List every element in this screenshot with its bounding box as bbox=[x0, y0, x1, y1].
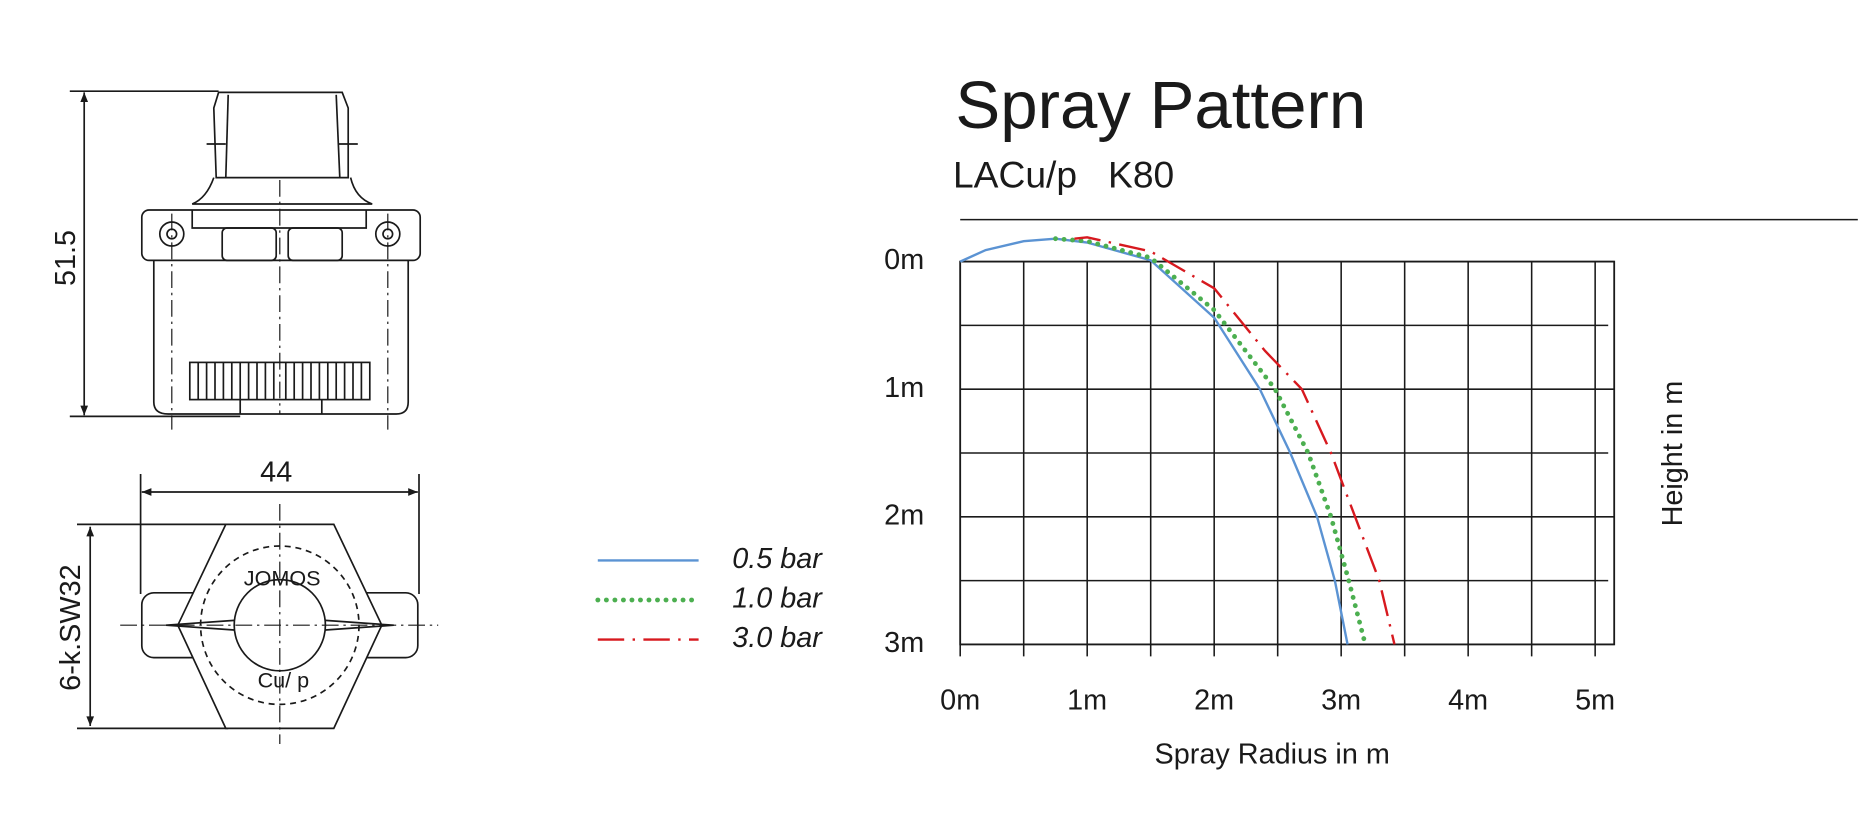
x-tick-label: 2m bbox=[1194, 685, 1234, 717]
y-tick-label: 1m bbox=[884, 372, 924, 404]
chart-title: Spray Pattern bbox=[955, 68, 1366, 143]
x-axis-title: Spray Radius in m bbox=[1155, 739, 1390, 771]
x-tick-label: 0m bbox=[940, 685, 980, 717]
slot bbox=[165, 619, 394, 631]
marking: Cu/ p bbox=[258, 667, 310, 692]
y-axis-title: Height in m bbox=[1657, 381, 1689, 527]
hex-top bbox=[212, 91, 350, 179]
edge bbox=[224, 94, 230, 178]
y-tick-label: 2m bbox=[884, 499, 924, 531]
dimension-label: 6-k.SW32 bbox=[55, 564, 87, 690]
marking: JOMOS bbox=[244, 565, 321, 590]
flange bbox=[140, 209, 422, 262]
edge bbox=[239, 399, 323, 414]
y-tick-label: 0m bbox=[884, 244, 924, 276]
x-tick-label: 3m bbox=[1321, 685, 1361, 717]
inner bbox=[191, 210, 368, 229]
series-line bbox=[959, 237, 1349, 645]
series-line bbox=[1053, 236, 1368, 647]
window bbox=[221, 227, 278, 262]
neck bbox=[191, 177, 373, 205]
window bbox=[287, 227, 344, 262]
legend-label: 0.5 bar bbox=[732, 543, 823, 575]
y-tick-label: 3m bbox=[884, 627, 924, 659]
body bbox=[152, 260, 410, 415]
x-tick-label: 4m bbox=[1448, 685, 1488, 717]
series-line bbox=[1074, 236, 1396, 645]
x-tick-label: 5m bbox=[1575, 685, 1615, 717]
serration-teeth bbox=[197, 362, 363, 400]
legend-label: 1.0 bar bbox=[732, 583, 823, 615]
legend-label: 3.0 bar bbox=[732, 622, 823, 654]
x-tick-label: 1m bbox=[1067, 685, 1107, 717]
chart-subtitle: LACu/p K80 bbox=[953, 153, 1174, 195]
technical-drawing: 51.5 44 6-k.SW32 bbox=[50, 90, 439, 744]
dimension-label: 51.5 bbox=[50, 230, 82, 286]
dimension-label: 44 bbox=[260, 457, 292, 489]
serration bbox=[188, 361, 371, 401]
edge bbox=[335, 94, 341, 178]
